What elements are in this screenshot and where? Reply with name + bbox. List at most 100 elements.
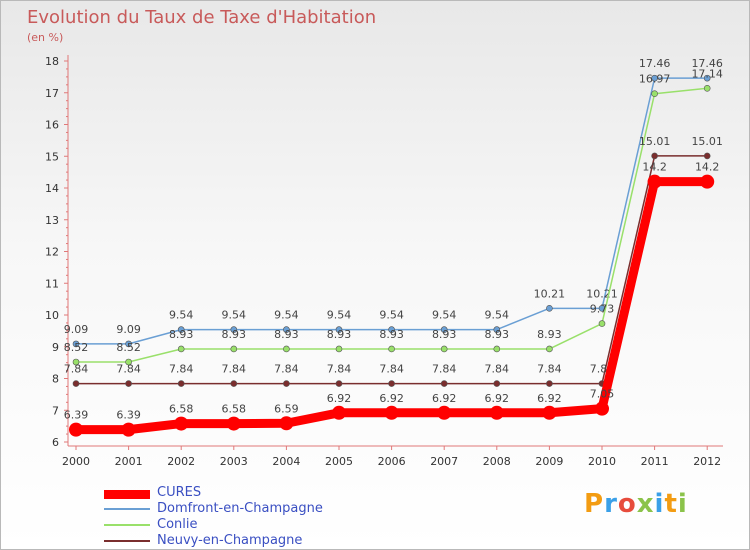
- data-point: [72, 380, 80, 387]
- data-point: [598, 320, 606, 327]
- data-point: [546, 305, 553, 312]
- data-label: 15.01: [691, 135, 723, 148]
- data-label: 8.93: [222, 328, 247, 341]
- data-label: 7.05: [590, 388, 615, 401]
- data-label: 9.73: [590, 303, 615, 316]
- data-label: 6.92: [379, 392, 404, 405]
- x-tick-label: 2000: [62, 455, 90, 468]
- x-tick-label: 2009: [535, 455, 563, 468]
- data-point: [279, 416, 294, 431]
- data-label: 9.09: [116, 323, 141, 336]
- chart-subtitle: (en %): [27, 31, 64, 44]
- data-point: [335, 345, 343, 353]
- logo-letter: i: [654, 489, 665, 519]
- y-tick-label: 13: [45, 214, 59, 227]
- axes: 6 7 8 9 10 11 12 13 14 15 16 17 18 2000 2001 2002 2003 20…: [45, 55, 723, 468]
- data-point: [647, 174, 662, 189]
- x-tick-label: 2003: [220, 455, 248, 468]
- data-label: 9.09: [64, 323, 89, 336]
- y-tick-label: 16: [45, 119, 59, 132]
- data-point: [283, 380, 290, 387]
- proxiti-logo: Proxiti: [584, 489, 688, 519]
- y-tick-label: 7: [52, 404, 59, 417]
- legend-swatch-domfront: [104, 508, 150, 510]
- legend-swatch-cures: [104, 490, 150, 499]
- data-label: 6.92: [537, 392, 562, 405]
- data-label: 8.93: [327, 328, 352, 341]
- data-label: 7.84: [432, 363, 457, 376]
- data-point: [384, 405, 399, 420]
- y-tick-label: 9: [52, 341, 59, 354]
- x-tick-label: 2007: [430, 455, 458, 468]
- data-label: 8.93: [432, 328, 457, 341]
- y-tick-label: 17: [45, 87, 59, 100]
- data-point: [283, 326, 290, 333]
- legend-swatch-neuvy: [104, 540, 150, 542]
- data-label: 7.84: [537, 363, 562, 376]
- legend-label-neuvy: Neuvy-en-Champagne: [157, 533, 303, 548]
- legend-label-domfront: Domfront-en-Champagne: [157, 501, 323, 516]
- x-tick-label: 2001: [115, 455, 143, 468]
- data-label: 7.84: [169, 363, 194, 376]
- y-tick-label: 12: [45, 246, 59, 259]
- data-point: [700, 174, 715, 189]
- data-label: 7.84: [274, 363, 299, 376]
- y-tick-label: 6: [52, 436, 59, 449]
- data-point: [546, 380, 553, 387]
- data-label: 8.52: [64, 341, 89, 354]
- data-point: [595, 401, 609, 416]
- legend-label-conlie: Conlie: [157, 517, 198, 532]
- data-point: [388, 380, 395, 387]
- data-label: 8.93: [537, 328, 562, 341]
- data-point: [335, 380, 343, 387]
- series-conlie: 8.52 8.52 8.93 8.93 8.93 8.93 8.93 8.93 8.93 8.93…: [64, 67, 723, 366]
- data-point: [703, 74, 711, 82]
- data-label: 7.84: [116, 363, 141, 376]
- data-label: 7.84: [379, 363, 404, 376]
- data-label: 10.21: [586, 287, 618, 300]
- data-label: 17.46: [639, 57, 671, 70]
- data-label: 7.84: [327, 363, 352, 376]
- data-label: 6.58: [222, 403, 247, 416]
- data-point: [703, 85, 711, 92]
- x-tick-label: 2002: [167, 455, 195, 468]
- data-label: 10.21: [534, 287, 566, 300]
- series-cures: 6.39 6.39 6.58 6.58 6.59 6.92 6.92 6.92 6.92 6.92…: [64, 161, 719, 437]
- data-point: [440, 380, 448, 387]
- data-label: 6.92: [485, 392, 510, 405]
- data-point: [177, 326, 185, 333]
- data-point: [546, 345, 553, 353]
- data-point: [440, 326, 448, 333]
- data-label: 8.93: [274, 328, 299, 341]
- data-point: [388, 326, 395, 333]
- logo-letter: x: [636, 489, 655, 519]
- x-tick-label: 2012: [693, 455, 721, 468]
- logo-letter: P: [584, 489, 605, 519]
- data-point: [703, 152, 711, 160]
- data-point: [72, 340, 80, 348]
- data-label: 9.54: [327, 309, 352, 322]
- data-point: [493, 345, 501, 353]
- data-label: 8.93: [379, 328, 404, 341]
- data-point: [493, 326, 501, 333]
- data-label: 9.54: [169, 309, 194, 322]
- logo-letter: o: [617, 489, 637, 519]
- data-point: [230, 380, 238, 387]
- x-tick-label: 2004: [272, 455, 300, 468]
- data-label: 9.54: [222, 309, 247, 322]
- data-point: [651, 74, 658, 82]
- x-tick-label: 2010: [588, 455, 616, 468]
- data-label: 8.93: [169, 328, 194, 341]
- logo-letter: r: [604, 489, 618, 519]
- series-layer: 9.09 9.09 9.54 9.54 9.54 9.54 9.54 9.54 9.54 10.2…: [64, 57, 723, 437]
- data-point: [388, 345, 395, 353]
- legend-swatch-conlie: [104, 524, 150, 526]
- data-point: [332, 405, 346, 420]
- y-tick-label: 15: [45, 150, 59, 163]
- y-tick-label: 8: [52, 373, 59, 386]
- logo-letter: i: [677, 489, 688, 519]
- series-domfront-en-champagne: 9.09 9.09 9.54 9.54 9.54 9.54 9.54 9.54 9.54 10.2…: [64, 57, 723, 348]
- logo-letter: t: [664, 489, 678, 519]
- data-point: [177, 380, 185, 387]
